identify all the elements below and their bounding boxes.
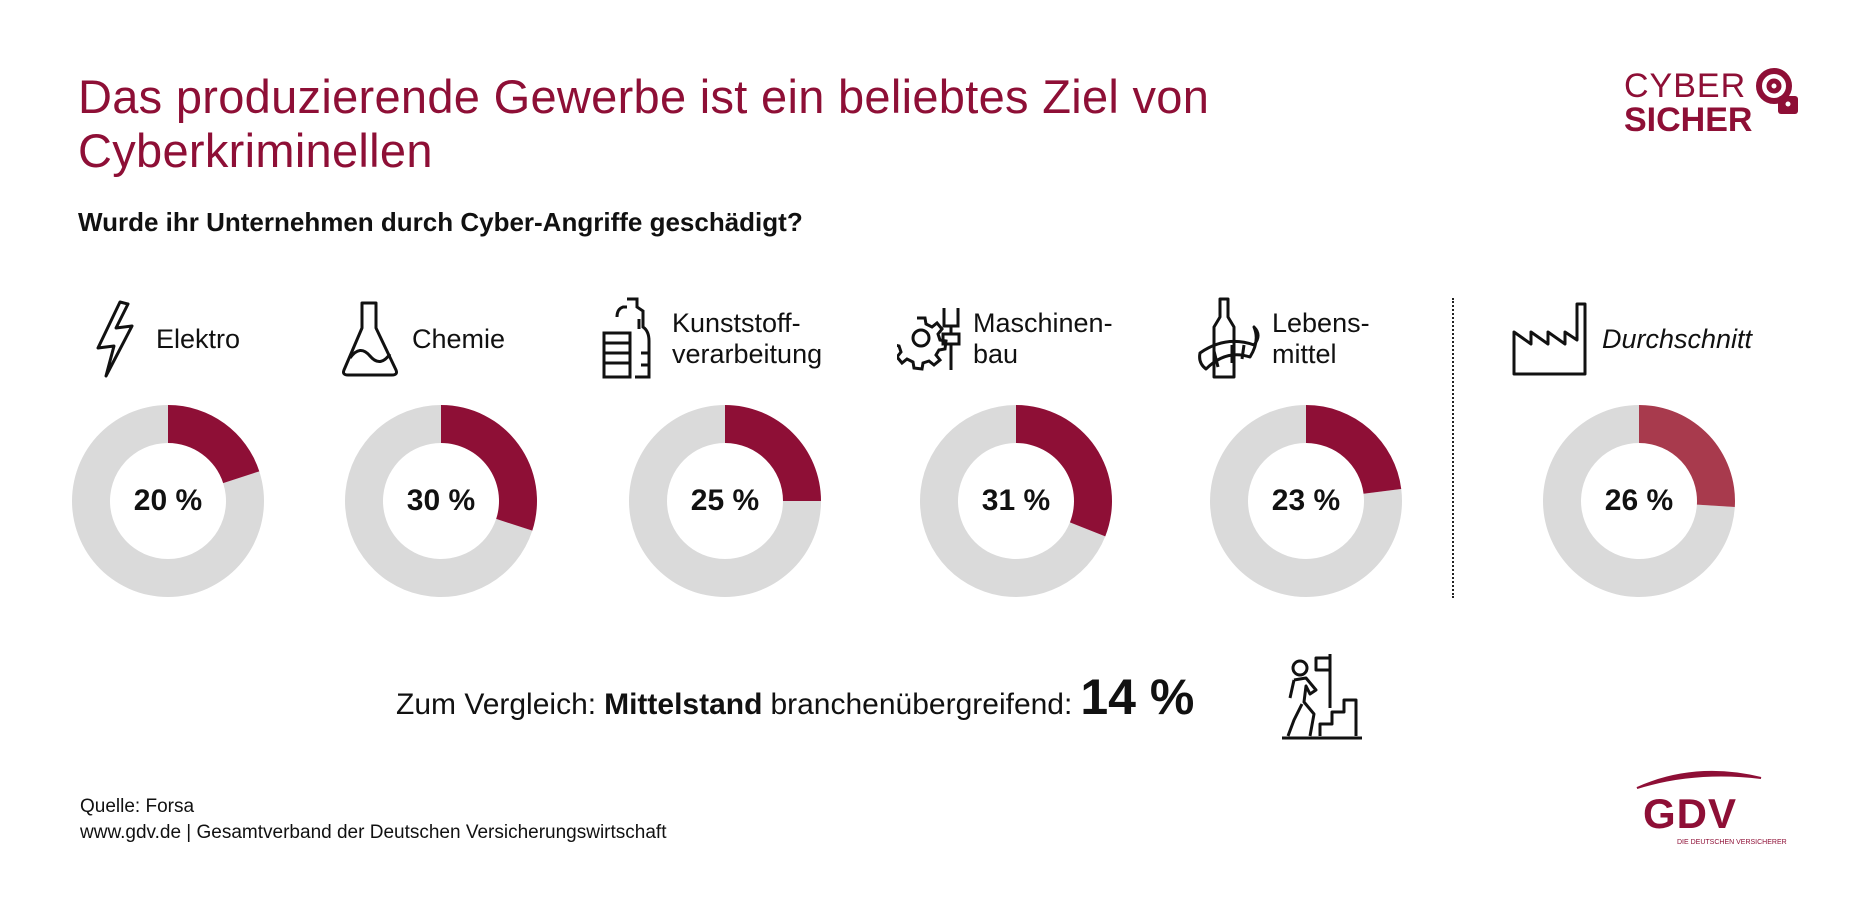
data-label-lebensmittel: 23 % [1271,484,1341,517]
donut-kunststoffverarbeitung [629,405,821,597]
data-label-kunststoff: 25 % [690,484,760,517]
gdv-tagline: DIE DEUTSCHEN VERSICHERER [1677,839,1787,846]
data-label-elektro: 20 % [133,484,203,517]
comparison-value: 14 % [1080,669,1195,725]
data-label-durchschnitt: 26 % [1604,484,1674,517]
lightning-icon [80,297,148,381]
donut-remainder [920,405,1106,597]
factory-icon [1510,297,1594,381]
donut-value-segment [441,405,538,531]
category-label: Durchschnitt [1602,323,1753,354]
gdv-logo: GDV DIE DEUTSCHEN VERSICHERER [1615,766,1795,846]
donut-durchschnitt [1543,405,1735,597]
category-chemie: Chemie [336,294,505,384]
donut-value-segment [725,405,821,501]
donut-value-segment [1306,405,1402,494]
donut-remainder [71,405,264,597]
gear-drill-icon [897,297,965,381]
category-maschinenbau: Maschinen-bau [897,294,1113,384]
donut-chemie [345,405,538,597]
category-label: Elektro [156,323,241,354]
category-elektro: Elektro [80,294,240,384]
gdv-swoosh-icon [1636,770,1762,789]
comparison-prefix: Zum Vergleich: [396,688,597,721]
climber-icon [1282,654,1362,740]
category-kunststoff: Kunststoff-verarbeitung [596,294,822,384]
wine-croissant-icon [1196,297,1264,381]
footer: Quelle: Forsa www.gdv.de | Gesamtverband… [80,794,666,846]
donut-remainder [629,405,821,597]
donut-maschinenbau [920,405,1112,597]
page-subtitle: Wurde ihr Unternehmen durch Cyber-Angrif… [78,207,803,237]
comparison-suffix: branchenübergreifend: [770,688,1073,721]
gdv-wordmark: GDV [1643,790,1738,837]
logo-line-cyber: CYBER [1624,67,1747,105]
comparison-line: Zum Vergleich: Mittelstand branchenüberg… [396,668,1194,726]
category-lebensmittel: Lebens-mittel [1196,294,1370,384]
data-label-chemie: 30 % [406,484,476,517]
bottles-icon [596,297,664,381]
category-durchschnitt: Durchschnitt [1510,294,1752,384]
category-label: Lebens-mittel [1272,308,1370,369]
donut-elektro [71,405,264,597]
at-lock-icon [1756,68,1798,114]
publisher-note: www.gdv.de | Gesamtverband der Deutschen… [80,822,667,843]
comparison-bold: Mittelstand [604,688,763,721]
page-title: Das produzierende Gewerbe ist ein belieb… [78,70,1210,177]
average-separator [1452,298,1454,598]
donut-value-segment [1016,405,1112,537]
logo-line-sicher: SICHER [1624,101,1753,139]
donut-remainder [345,405,533,597]
flask-icon [336,297,404,381]
donut-lebensmittel [1210,405,1402,598]
data-label-maschinenbau: 31 % [981,484,1051,517]
donut-value-segment [1639,405,1735,508]
category-label: Kunststoff-verarbeitung [672,308,823,369]
donut-value-segment [168,405,260,484]
category-label: Maschinen-bau [973,308,1113,369]
source-note: Quelle: Forsa [80,796,195,817]
donut-remainder [1210,405,1402,598]
donut-remainder [1543,405,1735,597]
category-label: Chemie [412,323,506,354]
cyber-sicher-logo: CYBER SICHER [1624,67,1798,148]
